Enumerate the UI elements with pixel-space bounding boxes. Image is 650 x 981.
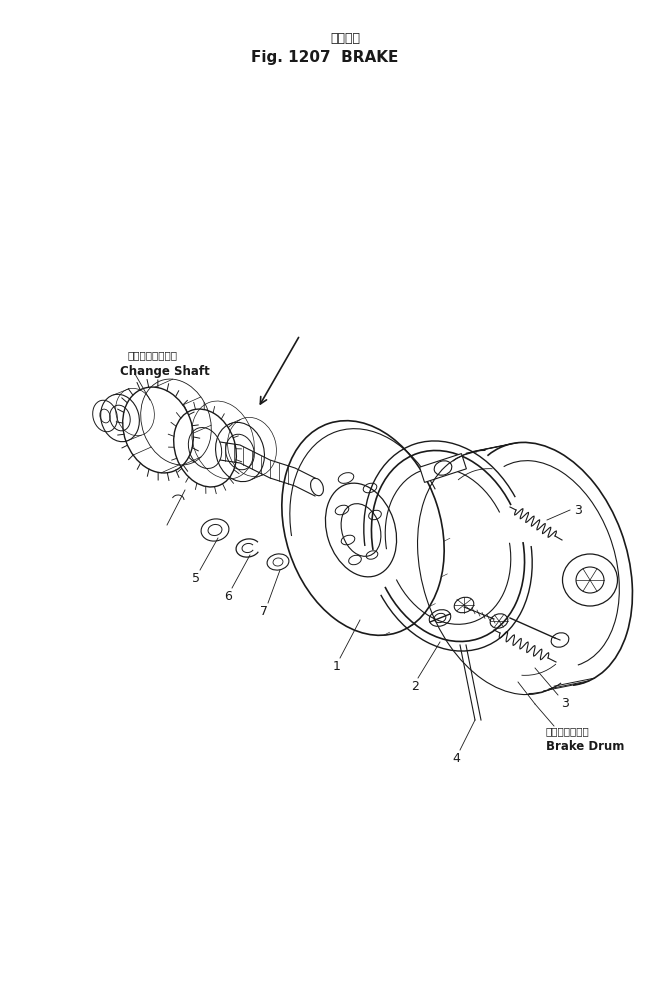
Text: 4: 4 xyxy=(452,752,460,765)
Text: Brake Drum: Brake Drum xyxy=(546,740,625,753)
Text: 3: 3 xyxy=(574,504,582,518)
Bar xyxy=(420,453,467,483)
Text: Change Shaft: Change Shaft xyxy=(120,365,210,378)
Text: ブレーキドラム: ブレーキドラム xyxy=(546,726,590,736)
Text: 3: 3 xyxy=(561,697,569,710)
Text: 5: 5 xyxy=(192,572,200,585)
Text: 6: 6 xyxy=(224,590,232,603)
Text: 2: 2 xyxy=(411,680,419,693)
Text: Fig. 1207  BRAKE: Fig. 1207 BRAKE xyxy=(252,50,398,65)
Text: ブレーキ: ブレーキ xyxy=(330,32,360,45)
Text: 7: 7 xyxy=(260,605,268,618)
Text: チェンジシャフト: チェンジシャフト xyxy=(128,350,178,360)
Text: 1: 1 xyxy=(333,660,341,673)
